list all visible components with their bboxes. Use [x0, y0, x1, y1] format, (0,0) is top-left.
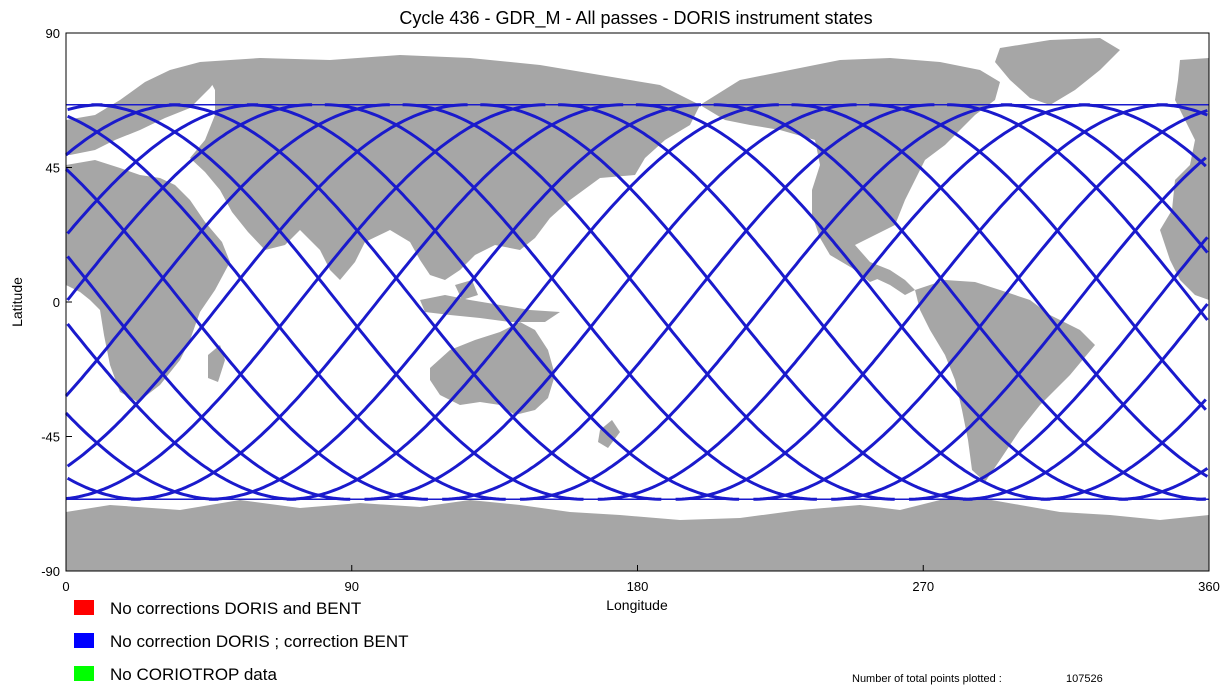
ascending-pass-track [364, 103, 857, 501]
y-axis-label: Latitude [9, 277, 25, 327]
descending-pass-track [169, 103, 662, 501]
ascending-pass-track [442, 103, 935, 501]
descending-pass-track [402, 103, 895, 501]
legend-swatch-blue [74, 633, 94, 648]
ascending-pass-track [597, 103, 1090, 501]
antarctica-landmass [66, 498, 1209, 571]
y-tick-label: 45 [46, 161, 60, 176]
x-tick-label: 180 [627, 579, 649, 594]
descending-pass-track [66, 103, 1209, 501]
legend-label-no-corrections: No corrections DORIS and BENT [110, 599, 361, 618]
x-tick-label: 0 [62, 579, 69, 594]
ascending-pass-track [519, 103, 1013, 501]
x-tick-label: 90 [345, 579, 359, 594]
descending-pass-track [635, 103, 1129, 501]
x-axis-label: Longitude [606, 597, 668, 613]
total-points-label: Number of total points plotted : [852, 673, 1002, 685]
greenland-landmass [995, 38, 1120, 105]
ascending-pass-track [66, 103, 1209, 501]
legend-label-no-coriotrop: No CORIOTROP data [110, 665, 277, 684]
x-tick-label: 360 [1198, 579, 1220, 594]
ascending-pass-track [65, 103, 1207, 501]
central-america-landmass [870, 262, 915, 295]
asia-landmass [190, 55, 700, 280]
descending-pass-track [64, 103, 1207, 501]
madagascar-landmass [208, 345, 225, 382]
land-masses [66, 38, 1209, 571]
ascending-pass-track [675, 103, 1168, 501]
legend-label-no-correction-doris: No correction DORIS ; correction BENT [110, 632, 409, 651]
descending-pass-track [558, 103, 1051, 501]
orbit-tracks [64, 103, 1209, 501]
axis-ticks: 0 90 180 270 360 90 45 0 -45 -90 [41, 26, 1220, 594]
descending-pass-track [66, 103, 1209, 501]
descending-pass-track [713, 103, 1206, 501]
north-america-landmass [700, 58, 1000, 282]
australia-landmass [430, 322, 555, 415]
legend: No corrections DORIS and BENT No correct… [74, 599, 409, 684]
ascending-pass-track [208, 103, 702, 501]
legend-swatch-red [74, 600, 94, 615]
legend-swatch-green [74, 666, 94, 681]
ascending-pass-track [286, 103, 779, 501]
y-tick-label: -45 [41, 430, 60, 445]
y-tick-label: 0 [53, 295, 60, 310]
y-tick-label: 90 [46, 26, 60, 41]
south-america-landmass [915, 280, 1095, 482]
y-tick-label: -90 [41, 564, 60, 579]
total-points-value: 107526 [1066, 673, 1103, 685]
descending-pass-track [246, 103, 740, 501]
descending-pass-track [324, 103, 817, 501]
chart-title: Cycle 436 - GDR_M - All passes - DORIS i… [399, 8, 872, 29]
descending-pass-track [64, 103, 1207, 501]
x-tick-label: 270 [912, 579, 934, 594]
descending-pass-track [480, 103, 973, 501]
